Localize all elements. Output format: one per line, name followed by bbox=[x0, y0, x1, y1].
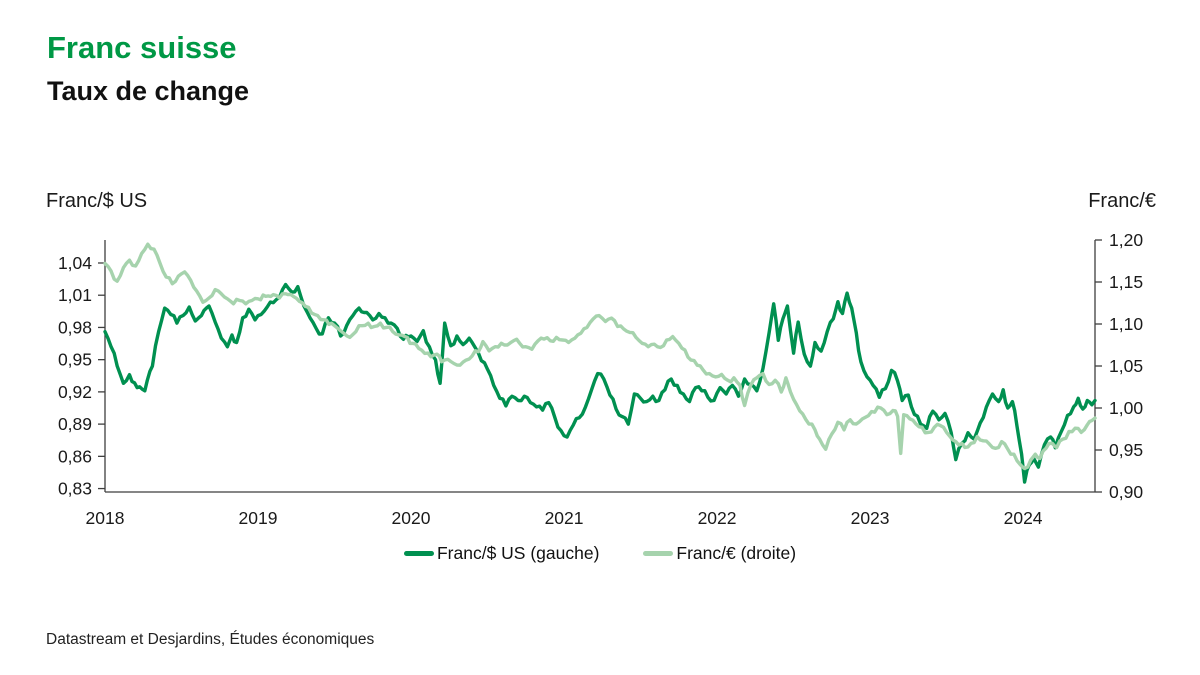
right-axis-title: Franc/€ bbox=[1088, 190, 1156, 212]
x-tick-label: 2023 bbox=[851, 508, 890, 528]
left-tick-label: 0,95 bbox=[58, 350, 92, 370]
chart-title: Franc suisse bbox=[47, 30, 237, 65]
left-tick-label: 0,86 bbox=[58, 446, 92, 466]
usd-line-swatch bbox=[403, 551, 434, 556]
left-tick-label: 1,01 bbox=[58, 285, 92, 305]
left-tick-label: 0,83 bbox=[58, 479, 92, 499]
right-tick-label: 1,20 bbox=[1109, 230, 1143, 250]
x-tick-label: 2022 bbox=[698, 508, 737, 528]
left-tick-label: 0,89 bbox=[58, 414, 92, 434]
legend-label-usd: Franc/$ US (gauche) bbox=[436, 543, 600, 563]
legend: Franc/$ US (gauche) Franc/€ (droite) bbox=[0, 543, 1200, 564]
right-tick-label: 0,90 bbox=[1109, 482, 1143, 502]
x-tick-label: 2021 bbox=[545, 508, 584, 528]
right-tick-label: 1,10 bbox=[1109, 314, 1143, 334]
eur-line-swatch bbox=[643, 551, 674, 556]
left-tick-label: 1,04 bbox=[58, 253, 92, 273]
legend-label-eur: Franc/€ (droite) bbox=[676, 543, 797, 563]
left-axis-title: Franc/$ US bbox=[46, 190, 148, 212]
right-tick-label: 0,95 bbox=[1109, 440, 1143, 460]
right-tick-label: 1,00 bbox=[1109, 398, 1143, 418]
left-tick-label: 0,92 bbox=[58, 382, 92, 402]
left-tick-label: 0,98 bbox=[58, 317, 92, 337]
series-line-0 bbox=[103, 282, 1097, 484]
x-tick-label: 2024 bbox=[1004, 508, 1043, 528]
x-tick-label: 2020 bbox=[392, 508, 431, 528]
right-tick-label: 1,05 bbox=[1109, 356, 1143, 376]
legend-item-eur: Franc/€ (droite) bbox=[643, 543, 796, 564]
right-tick-label: 1,15 bbox=[1109, 272, 1143, 292]
x-tick-label: 2018 bbox=[86, 508, 125, 528]
series-line-1 bbox=[103, 242, 1097, 471]
chart-subtitle: Taux de change bbox=[47, 76, 250, 106]
source-note: Datastream et Desjardins, Études économi… bbox=[46, 631, 375, 648]
x-tick-label: 2019 bbox=[239, 508, 278, 528]
legend-item-usd: Franc/$ US (gauche) bbox=[403, 543, 600, 564]
